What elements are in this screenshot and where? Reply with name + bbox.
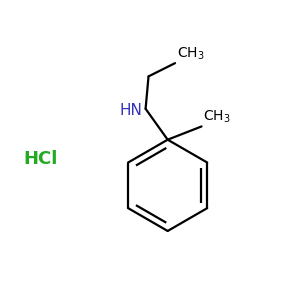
Text: HN: HN — [120, 103, 142, 118]
Text: CH$_3$: CH$_3$ — [176, 45, 204, 62]
Text: HCl: HCl — [23, 150, 58, 168]
Text: CH$_3$: CH$_3$ — [203, 109, 231, 125]
